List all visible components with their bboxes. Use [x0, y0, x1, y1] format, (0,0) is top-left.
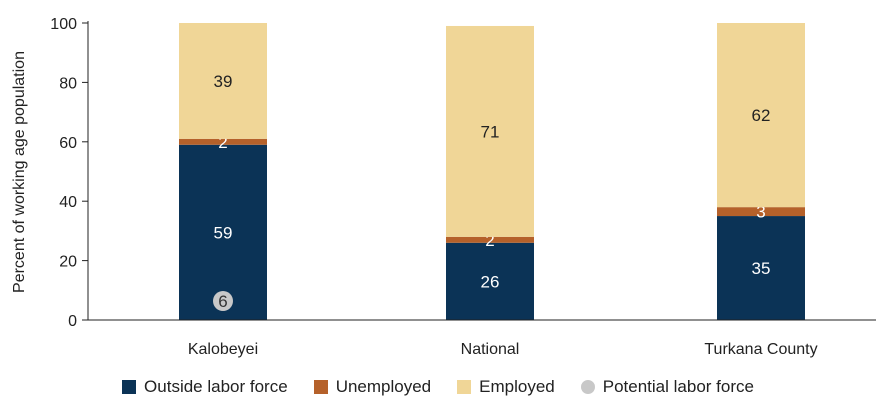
x-axis: Kalobeyei National Turkana County [88, 319, 876, 358]
bar-segment [446, 242, 534, 320]
data-label: 59 [214, 223, 233, 242]
legend-item: Unemployed [313, 377, 432, 397]
legend-label: Outside labor force [144, 377, 288, 396]
data-label: 2 [485, 231, 494, 250]
bar-segment [717, 216, 805, 320]
y-tick-label: 80 [59, 75, 77, 92]
data-label: 26 [481, 272, 500, 291]
y-axis: 0 20 40 60 80 100 [50, 16, 89, 330]
data-label: 62 [752, 106, 771, 125]
bar-segment [446, 25, 534, 237]
legend-swatch [313, 380, 328, 394]
legend-swatch [122, 380, 137, 394]
y-tick-label: 100 [50, 16, 77, 33]
legend-circle-swatch [580, 380, 595, 394]
x-tick-label: Turkana County [704, 341, 817, 358]
data-label: 71 [481, 122, 500, 141]
potential-labor-force-marker [213, 291, 233, 311]
data-label: 2 [218, 133, 227, 152]
bar-segment [179, 144, 267, 320]
legend-item: Outside labor force [122, 377, 288, 397]
x-tick-label: Kalobeyei [188, 341, 258, 358]
legend-swatch [457, 380, 472, 394]
legend-item: Employed [457, 377, 555, 397]
legend-label: Unemployed [335, 377, 432, 396]
bar-segment [179, 23, 267, 139]
legend: Outside labor force Unemployed Employed Pot… [0, 377, 876, 397]
legend-label: Employed [479, 377, 555, 396]
data-label: 35 [752, 259, 771, 278]
x-tick-label: National [461, 341, 520, 358]
y-axis-label: Percent of working age population [11, 51, 28, 293]
legend-item: Potential labor force [580, 377, 754, 397]
y-tick-label: 60 [59, 135, 77, 152]
bar-segment [717, 207, 805, 217]
marker-label: 6 [218, 292, 227, 311]
legend-label: Potential labor force [602, 377, 754, 396]
y-tick-label: 40 [59, 194, 77, 211]
bar-segment [446, 236, 534, 243]
y-tick-label: 0 [68, 313, 77, 330]
y-tick-label: 20 [59, 254, 77, 271]
data-label: 39 [214, 72, 233, 91]
bar-segment [179, 138, 267, 145]
bar-segment [717, 23, 805, 208]
data-label: 3 [756, 203, 765, 222]
